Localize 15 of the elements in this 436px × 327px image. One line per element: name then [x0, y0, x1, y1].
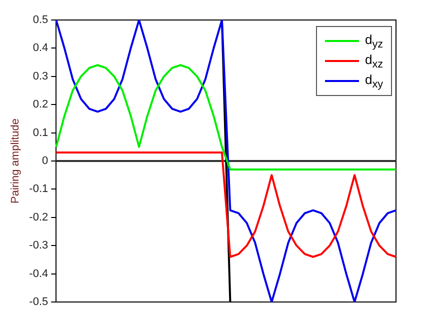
y-tick-label: 0.1 [32, 126, 48, 139]
y-tick-label: -0.3 [29, 240, 48, 252]
y-tick-label: -0.2 [29, 211, 48, 224]
y-tick-label: 0.3 [32, 70, 48, 82]
y-tick-label: 0.4 [32, 42, 48, 54]
y-tick-label: -0.4 [29, 268, 48, 280]
legend-label: d$_{xz}$ [365, 52, 384, 70]
y-tick-label: 0 [42, 155, 48, 168]
y-axis-title: Pairing amplitude [10, 118, 22, 204]
legend-label: d$_{yz}$ [365, 32, 384, 50]
y-tick-label: 0.5 [32, 14, 48, 26]
legend-label: d$_{xy}$ [365, 72, 384, 90]
y-tick-label: 0.2 [32, 98, 48, 111]
y-tick-label: -0.5 [29, 296, 48, 308]
y-tick-label: -0.1 [29, 183, 48, 196]
